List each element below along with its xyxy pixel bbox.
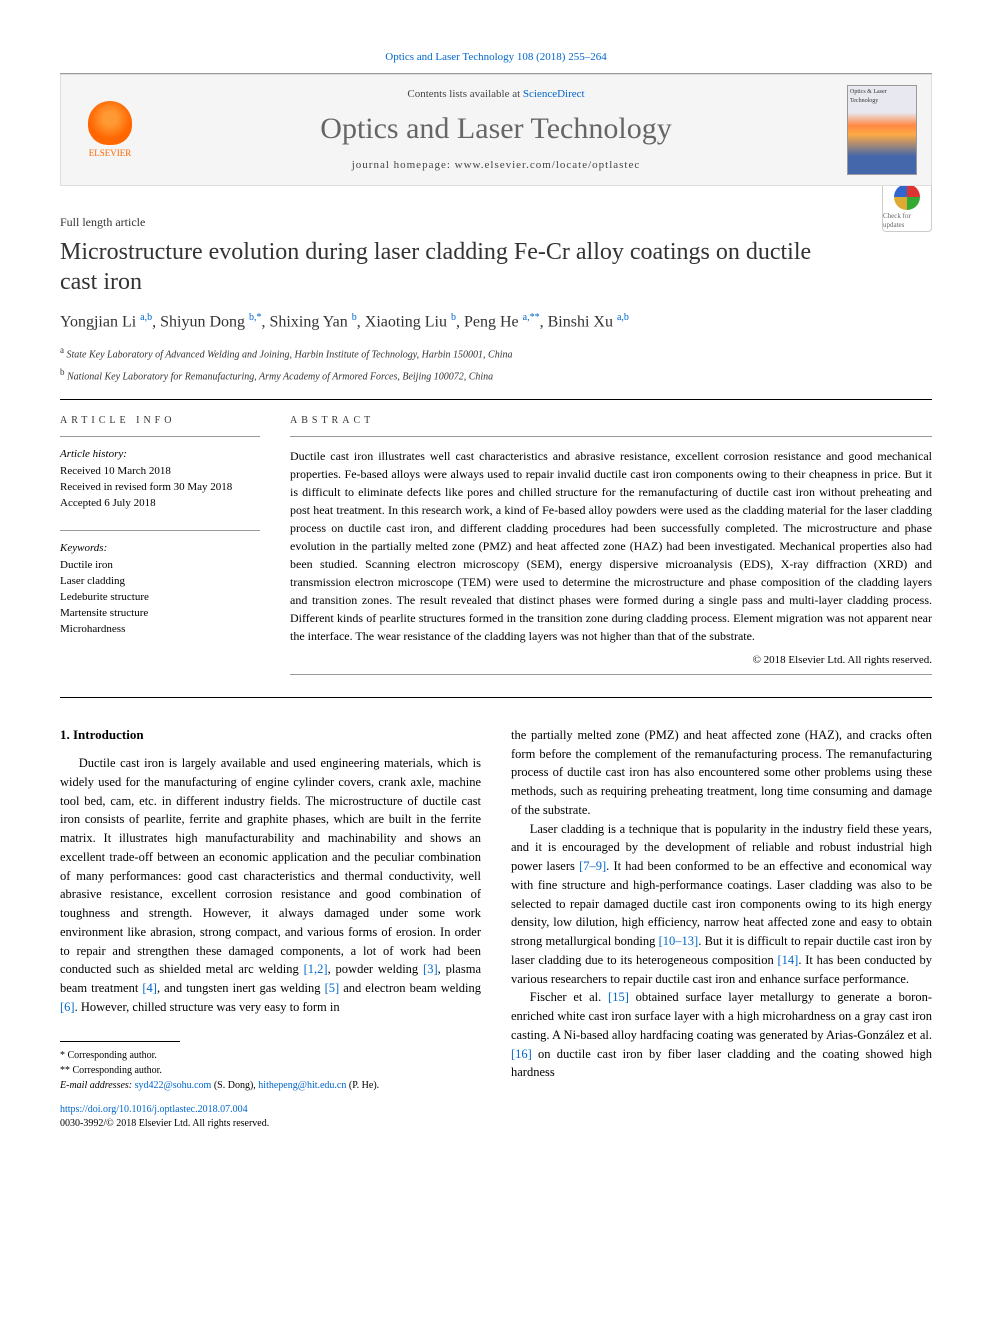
email-link-2[interactable]: hithepeng@hit.edu.cn — [258, 1080, 346, 1091]
intro-para-1-cont: the partially melted zone (PMZ) and heat… — [511, 726, 932, 820]
text-span: on ductile cast iron by fiber laser clad… — [511, 1047, 932, 1080]
text-span: , powder welding — [328, 962, 423, 976]
footnote-separator — [60, 1041, 180, 1042]
ref-link-16[interactable]: [16] — [511, 1047, 532, 1061]
text-span: . However, chilled structure was very ea… — [75, 1000, 340, 1014]
author-list: Yongjian Li a,b, Shiyun Dong b,*, Shixin… — [60, 311, 932, 334]
footnotes: * Corresponding author. ** Corresponding… — [60, 1048, 481, 1093]
ref-link-6[interactable]: [6] — [60, 1000, 75, 1014]
publisher-name: ELSEVIER — [89, 147, 132, 160]
contents-prefix: Contents lists available at — [407, 88, 522, 100]
article-title: Microstructure evolution during laser cl… — [60, 237, 932, 297]
ref-link-15[interactable]: [15] — [608, 990, 629, 1004]
ref-link-14[interactable]: [14] — [778, 953, 799, 967]
keywords-label: Keywords: — [60, 541, 260, 556]
info-rule-2 — [60, 530, 260, 531]
email-line: E-mail addresses: syd422@sohu.com (S. Do… — [60, 1078, 481, 1093]
affiliation: a State Key Laboratory of Advanced Weldi… — [60, 344, 932, 362]
ref-link-4[interactable]: [4] — [142, 981, 157, 995]
crossmark-icon — [894, 184, 920, 210]
journal-name: Optics and Laser Technology — [165, 108, 827, 150]
doi-link[interactable]: https://doi.org/10.1016/j.optlastec.2018… — [60, 1104, 248, 1115]
issn-copyright: 0030-3992/© 2018 Elsevier Ltd. All right… — [60, 1118, 269, 1129]
text-span: Fischer et al. — [530, 990, 608, 1004]
ref-link-5[interactable]: [5] — [325, 981, 340, 995]
article-type: Full length article — [60, 214, 932, 231]
abstract-rule — [290, 436, 932, 437]
text-span: Ductile cast iron is largely available a… — [60, 756, 481, 976]
article-history: Received 10 March 2018Received in revise… — [60, 464, 260, 512]
citation-header: Optics and Laser Technology 108 (2018) 2… — [60, 50, 932, 65]
section-1-heading: 1. Introduction — [60, 726, 481, 744]
article-info-column: ARTICLE INFO Article history: Received 1… — [60, 414, 260, 675]
cover-title: Optics & Laser Technology — [850, 88, 914, 105]
abstract-bottom-rule — [290, 674, 932, 675]
journal-homepage: journal homepage: www.elsevier.com/locat… — [165, 158, 827, 173]
body-rule — [60, 697, 932, 698]
text-span: , and tungsten inert gas welding — [157, 981, 325, 995]
contents-line: Contents lists available at ScienceDirec… — [165, 87, 827, 102]
ref-link-3[interactable]: [3] — [423, 962, 438, 976]
abstract-column: ABSTRACT Ductile cast iron illustrates w… — [290, 414, 932, 675]
abstract-text: Ductile cast iron illustrates well cast … — [290, 447, 932, 645]
email-label: E-mail addresses: — [60, 1080, 135, 1091]
history-label: Article history: — [60, 447, 260, 462]
ref-link-7-9[interactable]: [7–9] — [579, 859, 606, 873]
email-link-1[interactable]: syd422@sohu.com — [135, 1080, 212, 1091]
ref-link-1-2[interactable]: [1,2] — [304, 962, 328, 976]
ref-link-10-13[interactable]: [10–13] — [659, 934, 699, 948]
corresponding-1: * Corresponding author. — [60, 1048, 481, 1063]
journal-cover-thumbnail: Optics & Laser Technology — [847, 85, 917, 175]
check-updates-label: Check for updates — [883, 212, 931, 232]
left-column: 1. Introduction Ductile cast iron is lar… — [60, 726, 481, 1131]
check-updates-badge[interactable]: Check for updates — [882, 182, 932, 232]
intro-para-3: Fischer et al. [15] obtained surface lay… — [511, 988, 932, 1082]
elsevier-tree-icon — [88, 101, 132, 145]
email-who-2: (P. He). — [346, 1080, 379, 1091]
article-info-header: ARTICLE INFO — [60, 414, 260, 428]
abstract-header: ABSTRACT — [290, 414, 932, 428]
corresponding-2: ** Corresponding author. — [60, 1063, 481, 1078]
affiliation: b National Key Laboratory for Remanufact… — [60, 366, 932, 384]
right-column: the partially melted zone (PMZ) and heat… — [511, 726, 932, 1131]
body-columns: 1. Introduction Ductile cast iron is lar… — [60, 726, 932, 1131]
email-who-1: (S. Dong), — [211, 1080, 258, 1091]
abstract-copyright: © 2018 Elsevier Ltd. All rights reserved… — [290, 653, 932, 668]
sciencedirect-link[interactable]: ScienceDirect — [523, 88, 585, 100]
intro-para-1: Ductile cast iron is largely available a… — [60, 754, 481, 1017]
intro-para-2: Laser cladding is a technique that is po… — [511, 820, 932, 989]
journal-banner: ELSEVIER Contents lists available at Sci… — [60, 74, 932, 186]
text-span: and electron beam welding — [339, 981, 481, 995]
section-rule — [60, 399, 932, 400]
keywords-list: Ductile ironLaser claddingLedeburite str… — [60, 558, 260, 638]
doi-block: https://doi.org/10.1016/j.optlastec.2018… — [60, 1103, 481, 1131]
publisher-logo: ELSEVIER — [75, 101, 145, 160]
info-rule — [60, 436, 260, 437]
